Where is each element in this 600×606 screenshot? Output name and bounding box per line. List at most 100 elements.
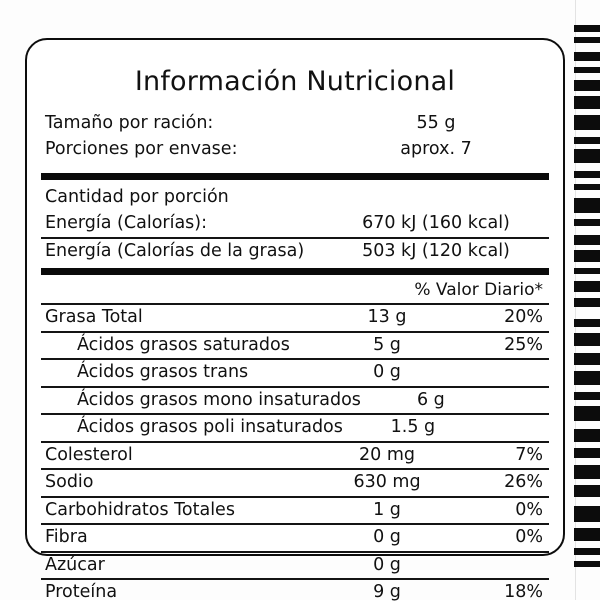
nutrient-name: Ácidos grasos mono insaturados xyxy=(77,389,361,410)
nutrient-amount: 0 g xyxy=(373,362,401,382)
edge-rotated-text: calorías. xyxy=(0,402,2,470)
divider-thin xyxy=(41,495,549,498)
divider-thin xyxy=(41,523,549,525)
barcode-bar xyxy=(574,184,600,190)
nutrient-amount: 0 g xyxy=(373,527,401,547)
nutrient-row: Ácidos grasos mono insaturados 6 g xyxy=(41,388,549,414)
nutrient-row: Proteína 9 g 18% xyxy=(41,580,549,606)
barcode-bar xyxy=(574,485,600,497)
spacer xyxy=(41,162,549,169)
divider-thin xyxy=(41,468,549,470)
barcode-bar xyxy=(574,250,600,262)
nutrient-name: Colesterol xyxy=(45,444,133,465)
barcode-bar xyxy=(574,319,600,327)
nutrient-row: Fibra 0 g 0% xyxy=(41,525,549,551)
nutrient-name: Ácidos grasos trans xyxy=(77,362,249,382)
nutrient-amount: 6 g xyxy=(416,389,445,410)
barcode-bar xyxy=(574,67,600,73)
nutrient-daily-value: 20% xyxy=(504,307,543,327)
barcode-bar xyxy=(574,429,600,442)
barcode-bar xyxy=(574,392,600,400)
divider-thin xyxy=(41,550,549,553)
nutrient-amount: 1 g xyxy=(373,499,401,520)
nutrient-rows: Grasa Total 13 g 20% Ácidos grasos saturado… xyxy=(41,303,549,606)
nutrient-amount: 1.5 g xyxy=(390,417,436,437)
barcode-bar xyxy=(574,548,600,555)
nutrient-daily-value: 0% xyxy=(515,527,543,547)
panel-title: Información Nutricional xyxy=(134,66,456,97)
divider-thin xyxy=(41,385,549,388)
daily-value-header-row: % Valor Diario* xyxy=(41,277,549,303)
divider-thin xyxy=(41,303,549,305)
nutrient-row: Ácidos grasos saturados 5 g 25% xyxy=(41,333,549,359)
nutrient-row: Azúcar 0 g xyxy=(41,553,549,579)
nutrient-name: Carbohidratos Totales xyxy=(45,499,235,520)
nutrition-facts-panel: Información Nutricional Tamaño por ració… xyxy=(25,38,565,601)
daily-value-header-spacer xyxy=(41,280,317,300)
barcode xyxy=(574,25,600,567)
divider-thick xyxy=(41,268,549,275)
energy-from-fat-row: Energía (Calorías de la grasa) 503 kJ (1… xyxy=(41,239,549,265)
barcode-bar xyxy=(574,371,600,385)
barcode-bar xyxy=(574,219,600,226)
nutrient-name: Ácidos grasos poli insaturados xyxy=(77,417,343,437)
barcode-bar xyxy=(574,333,600,346)
servings-per-container-value: aprox. 7 xyxy=(400,138,472,159)
nutrient-name: Ácidos grasos saturados xyxy=(77,334,290,355)
divider-thin xyxy=(41,330,549,333)
barcode-bar xyxy=(574,115,600,130)
nutrient-amount: 20 mg xyxy=(359,444,415,465)
barcode-bar xyxy=(574,448,600,458)
barcode-bar xyxy=(574,96,600,109)
barcode-bar xyxy=(574,506,600,522)
barcode-bar xyxy=(574,281,600,292)
energy-from-fat-label: Energía (Calorías de la grasa) xyxy=(45,240,305,261)
barcode-bar xyxy=(574,80,600,91)
serving-size-label: Tamaño por ración: xyxy=(45,113,214,133)
nutrition-facts-content: Información Nutricional Tamaño por ració… xyxy=(41,48,549,606)
nutrient-daily-value: 18% xyxy=(504,582,543,602)
divider-thick xyxy=(41,173,549,180)
divider-thin xyxy=(41,413,549,415)
nutrient-row: Sodio 630 mg 26% xyxy=(41,470,549,496)
barcode-bar xyxy=(574,268,600,274)
nutrient-daily-value: 7% xyxy=(515,444,543,465)
barcode-bar xyxy=(574,406,600,421)
nutrient-row: Ácidos grasos trans 0 g xyxy=(41,360,549,386)
energy-from-fat-value: 503 kJ (120 kcal) xyxy=(362,240,510,261)
nutrient-amount: 630 mg xyxy=(353,472,421,492)
nutrient-name: Sodio xyxy=(45,472,94,492)
divider-thin xyxy=(41,236,549,239)
nutrient-name: Grasa Total xyxy=(45,307,143,327)
nutrient-daily-value: 25% xyxy=(504,334,543,355)
barcode-bar xyxy=(574,235,600,245)
divider-thin xyxy=(41,440,549,443)
barcode-bar xyxy=(574,171,600,178)
barcode-bar xyxy=(574,198,600,213)
nutrient-name: Azúcar xyxy=(45,554,105,575)
nutrient-amount: 5 g xyxy=(373,334,401,355)
barcode-bar xyxy=(574,37,600,43)
nutrient-row: Colesterol 20 mg 7% xyxy=(41,443,549,469)
barcode-bar xyxy=(574,52,600,61)
nutrient-name: Proteína xyxy=(45,582,118,602)
nutrient-amount: 0 g xyxy=(373,554,401,575)
nutrient-row: Carbohidratos Totales 1 g 0% xyxy=(41,498,549,524)
servings-per-container-row: Porciones por envase: aprox. 7 xyxy=(41,137,549,163)
barcode-bar xyxy=(574,25,600,32)
servings-per-container-label: Porciones por envase: xyxy=(45,138,238,159)
barcode-bar xyxy=(574,465,600,479)
nutrient-row: Ácidos grasos poli insaturados 1.5 g xyxy=(41,415,549,441)
nutrient-name: Fibra xyxy=(45,527,88,547)
energy-calories-value: 670 kJ (160 kcal) xyxy=(362,213,510,233)
barcode-bar xyxy=(574,561,600,567)
serving-size-value: 55 g xyxy=(416,113,456,133)
nutrient-amount: 13 g xyxy=(367,307,407,327)
barcode-bar xyxy=(574,353,600,365)
nutrient-row: Grasa Total 13 g 20% xyxy=(41,305,549,331)
barcode-bar xyxy=(574,149,600,163)
divider-thin xyxy=(41,358,549,360)
nutrient-daily-value: 0% xyxy=(515,499,543,520)
nutrient-daily-value: 26% xyxy=(504,472,543,492)
